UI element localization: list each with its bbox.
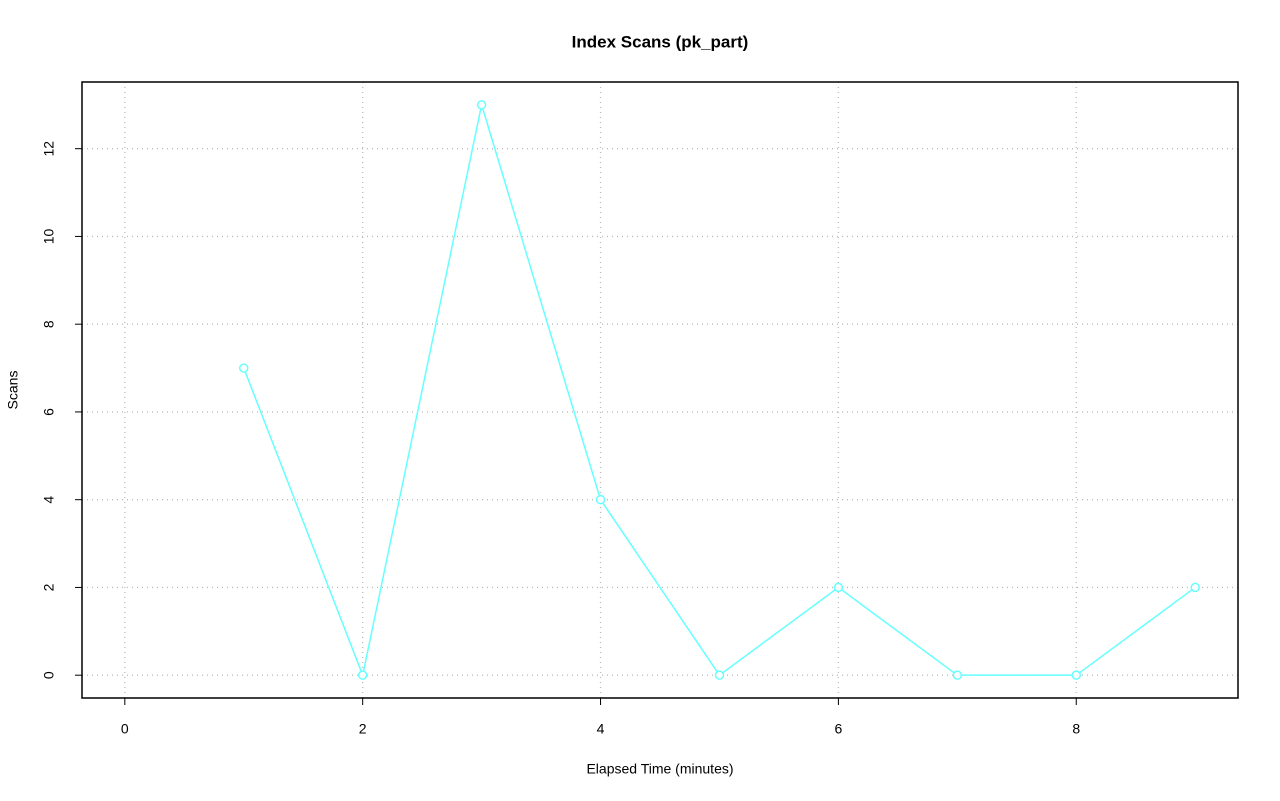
- x-tick-label: 0: [121, 721, 129, 737]
- data-point: [476, 100, 487, 110]
- data-point: [952, 670, 963, 680]
- x-tick-label: 4: [597, 721, 605, 737]
- y-tick-label: 2: [41, 583, 57, 591]
- data-point: [714, 670, 725, 680]
- x-tick-label: 2: [359, 721, 367, 737]
- y-tick-label: 12: [41, 141, 57, 157]
- y-tick-label: 6: [41, 408, 57, 416]
- chart-title: Index Scans (pk_part): [572, 32, 749, 51]
- data-point: [357, 670, 368, 680]
- data-point: [1190, 582, 1200, 593]
- y-tick-label: 4: [41, 496, 57, 504]
- y-tick-label: 0: [41, 671, 57, 679]
- series-line: [243, 104, 1196, 678]
- x-tick-label: 8: [1072, 721, 1080, 737]
- x-tick-label: 6: [834, 721, 842, 737]
- y-axis-label: Scans: [5, 371, 21, 410]
- y-tick-label: 8: [41, 320, 57, 328]
- x-axis-label: Elapsed Time (minutes): [586, 761, 733, 777]
- data-point: [238, 363, 249, 373]
- data-point: [595, 494, 606, 505]
- y-tick-label: 10: [41, 228, 57, 244]
- plot-frame: [81, 81, 1239, 699]
- data-point: [833, 582, 844, 593]
- data-point: [1071, 670, 1082, 680]
